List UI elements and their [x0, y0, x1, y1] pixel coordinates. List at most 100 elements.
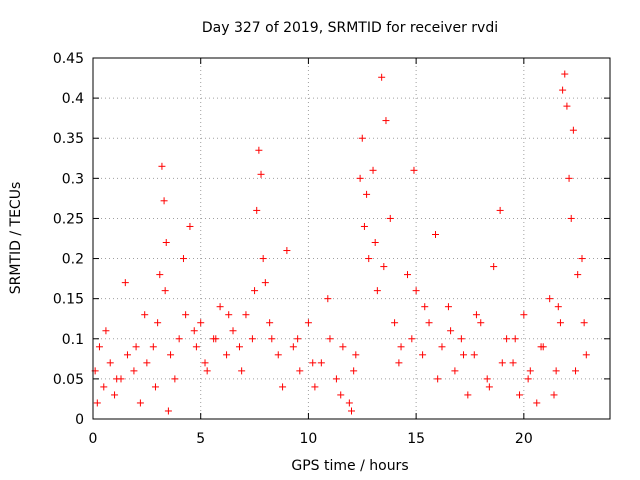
data-point [498, 359, 506, 367]
data-point [552, 367, 560, 375]
data-point [380, 263, 388, 271]
data-point [412, 287, 420, 295]
data-point [397, 343, 405, 351]
data-point [190, 327, 198, 335]
data-point [95, 343, 103, 351]
data-point [425, 319, 433, 327]
data-point [438, 343, 446, 351]
data-point [565, 174, 573, 182]
y-tick-label: 0.35 [53, 131, 84, 147]
data-point [171, 375, 179, 383]
data-point [580, 319, 588, 327]
data-point [100, 383, 108, 391]
data-point [294, 335, 302, 343]
data-point [223, 351, 231, 359]
data-point [238, 367, 246, 375]
data-point [365, 255, 373, 263]
x-tick-label: 15 [407, 431, 425, 447]
data-point [229, 327, 237, 335]
data-point [242, 311, 250, 319]
data-point [248, 335, 256, 343]
data-point [161, 287, 169, 295]
data-point [317, 359, 325, 367]
data-point [257, 170, 265, 178]
data-point [578, 255, 586, 263]
data-point [561, 70, 569, 78]
data-point [360, 222, 368, 230]
plot-area-border [92, 57, 611, 420]
data-point [382, 117, 390, 125]
data-point [192, 343, 200, 351]
data-point [378, 73, 386, 81]
data-point [113, 375, 121, 383]
data-point [156, 271, 164, 279]
data-point [283, 247, 291, 255]
data-point [432, 230, 440, 238]
data-point [216, 303, 224, 311]
x-tick-label: 10 [300, 431, 318, 447]
data-point [203, 367, 211, 375]
data-point [154, 319, 162, 327]
data-point [490, 263, 498, 271]
y-tick-label: 0.3 [62, 171, 84, 187]
data-point [151, 383, 159, 391]
data-point [537, 343, 545, 351]
data-point [556, 319, 564, 327]
data-point [123, 351, 131, 359]
data-point [348, 407, 355, 415]
data-point [255, 146, 263, 154]
data-point [447, 327, 455, 335]
data-point [496, 206, 504, 214]
data-point [111, 391, 119, 399]
data-point [582, 351, 590, 359]
data-point [472, 311, 480, 319]
data-point [132, 343, 140, 351]
data-point [546, 295, 554, 303]
data-point [444, 303, 452, 311]
data-point [197, 319, 205, 327]
data-point [102, 327, 110, 335]
data-point [352, 351, 360, 359]
data-point [274, 351, 282, 359]
data-point [182, 311, 190, 319]
data-point [160, 197, 168, 205]
data-point [516, 391, 524, 399]
data-point [419, 351, 427, 359]
data-point [511, 335, 519, 343]
x-tick-label: 20 [515, 431, 533, 447]
data-point [470, 351, 478, 359]
data-point [259, 255, 267, 263]
data-point [130, 367, 138, 375]
y-tick-label: 0.45 [53, 51, 84, 67]
data-point [268, 335, 276, 343]
x-axis-label: GPS time / hours [291, 458, 408, 474]
data-point [235, 343, 243, 351]
data-point [289, 343, 297, 351]
data-point [309, 359, 317, 367]
data-point [261, 279, 269, 287]
data-point [464, 391, 472, 399]
data-point [350, 367, 358, 375]
grid [93, 58, 610, 419]
data-point [136, 399, 144, 407]
y-tick-label: 0.2 [62, 252, 84, 268]
data-point [121, 279, 129, 287]
data-point [483, 375, 491, 383]
y-tick-label: 0.15 [53, 292, 84, 308]
data-point [567, 214, 575, 222]
x-tick-label: 0 [89, 431, 98, 447]
data-point [533, 399, 541, 407]
data-point [345, 399, 353, 407]
data-point [421, 303, 429, 311]
data-point [158, 162, 166, 170]
data-point [503, 335, 511, 343]
data-point [526, 367, 534, 375]
data-point [296, 367, 304, 375]
data-point [563, 102, 571, 110]
data-point [569, 126, 577, 134]
data-point [485, 383, 493, 391]
chart-title: Day 327 of 2019, SRMTID for receiver rvd… [202, 20, 498, 36]
data-points [91, 70, 590, 415]
